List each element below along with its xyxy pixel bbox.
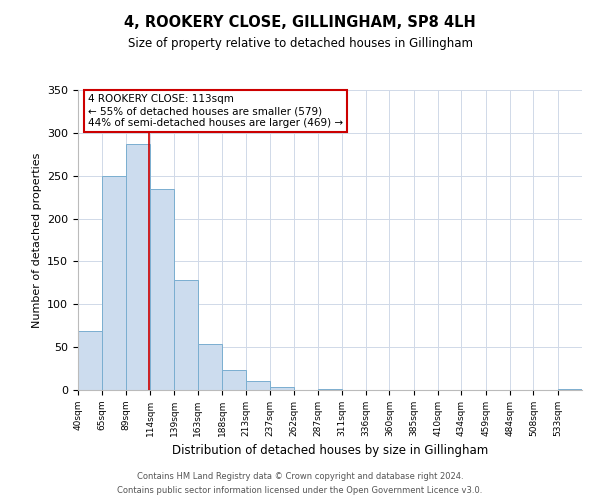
Text: Size of property relative to detached houses in Gillingham: Size of property relative to detached ho… (128, 38, 473, 51)
Text: Contains public sector information licensed under the Open Government Licence v3: Contains public sector information licen… (118, 486, 482, 495)
Text: 4 ROOKERY CLOSE: 113sqm
← 55% of detached houses are smaller (579)
44% of semi-d: 4 ROOKERY CLOSE: 113sqm ← 55% of detache… (88, 94, 343, 128)
Bar (78, 331, 103, 390)
Bar (319, 389, 341, 390)
X-axis label: Distribution of detached houses by size in Gillingham: Distribution of detached houses by size … (172, 444, 488, 458)
Bar (125, 144, 150, 390)
Bar (557, 389, 582, 390)
Text: Contains HM Land Registry data © Crown copyright and database right 2024.: Contains HM Land Registry data © Crown c… (137, 472, 463, 481)
Bar (222, 370, 247, 390)
Text: 4, ROOKERY CLOSE, GILLINGHAM, SP8 4LH: 4, ROOKERY CLOSE, GILLINGHAM, SP8 4LH (124, 15, 476, 30)
Bar (269, 386, 294, 390)
Bar (247, 382, 269, 390)
Bar (175, 280, 197, 390)
Bar (150, 188, 175, 390)
Y-axis label: Number of detached properties: Number of detached properties (32, 152, 41, 328)
Bar (197, 344, 222, 390)
Bar (103, 176, 125, 390)
